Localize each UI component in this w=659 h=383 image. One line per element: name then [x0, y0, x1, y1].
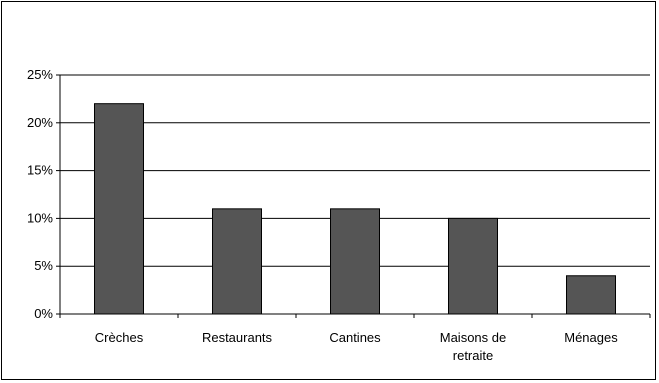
x-category-label-line: Restaurants — [202, 330, 273, 345]
x-category-label-line: retraite — [453, 348, 493, 363]
bars — [94, 103, 616, 315]
y-tick-label: 15% — [27, 163, 53, 178]
x-category-label-line: Cantines — [329, 330, 381, 345]
x-category-label: Maisons de retraite — [440, 330, 506, 363]
bar — [94, 103, 144, 315]
x-category-label-line: Ménages — [564, 330, 618, 345]
bar — [566, 275, 616, 315]
bar — [330, 208, 380, 315]
x-category-label: Cantines — [329, 330, 381, 345]
y-tick-label: 20% — [27, 115, 53, 130]
bar — [448, 217, 498, 315]
bar — [212, 208, 262, 315]
x-category-label: Restaurants — [202, 330, 273, 345]
y-tick-label: 0% — [34, 306, 53, 321]
y-tick-labels: 0% 5% 10% 15% 20% 25% — [27, 67, 60, 321]
axes — [59, 75, 650, 315]
x-category-label: Ménages — [564, 330, 618, 345]
x-category-labels: Crèches Restaurants Cantines Maisons de retr… — [59, 314, 651, 363]
x-category-label-line: Maisons de — [440, 330, 506, 345]
y-tick-label: 5% — [34, 258, 53, 273]
y-tick-label: 10% — [27, 210, 53, 225]
x-category-label: Crèches — [95, 330, 144, 345]
x-category-label-line: Crèches — [95, 330, 144, 345]
y-tick-label: 25% — [27, 67, 53, 82]
